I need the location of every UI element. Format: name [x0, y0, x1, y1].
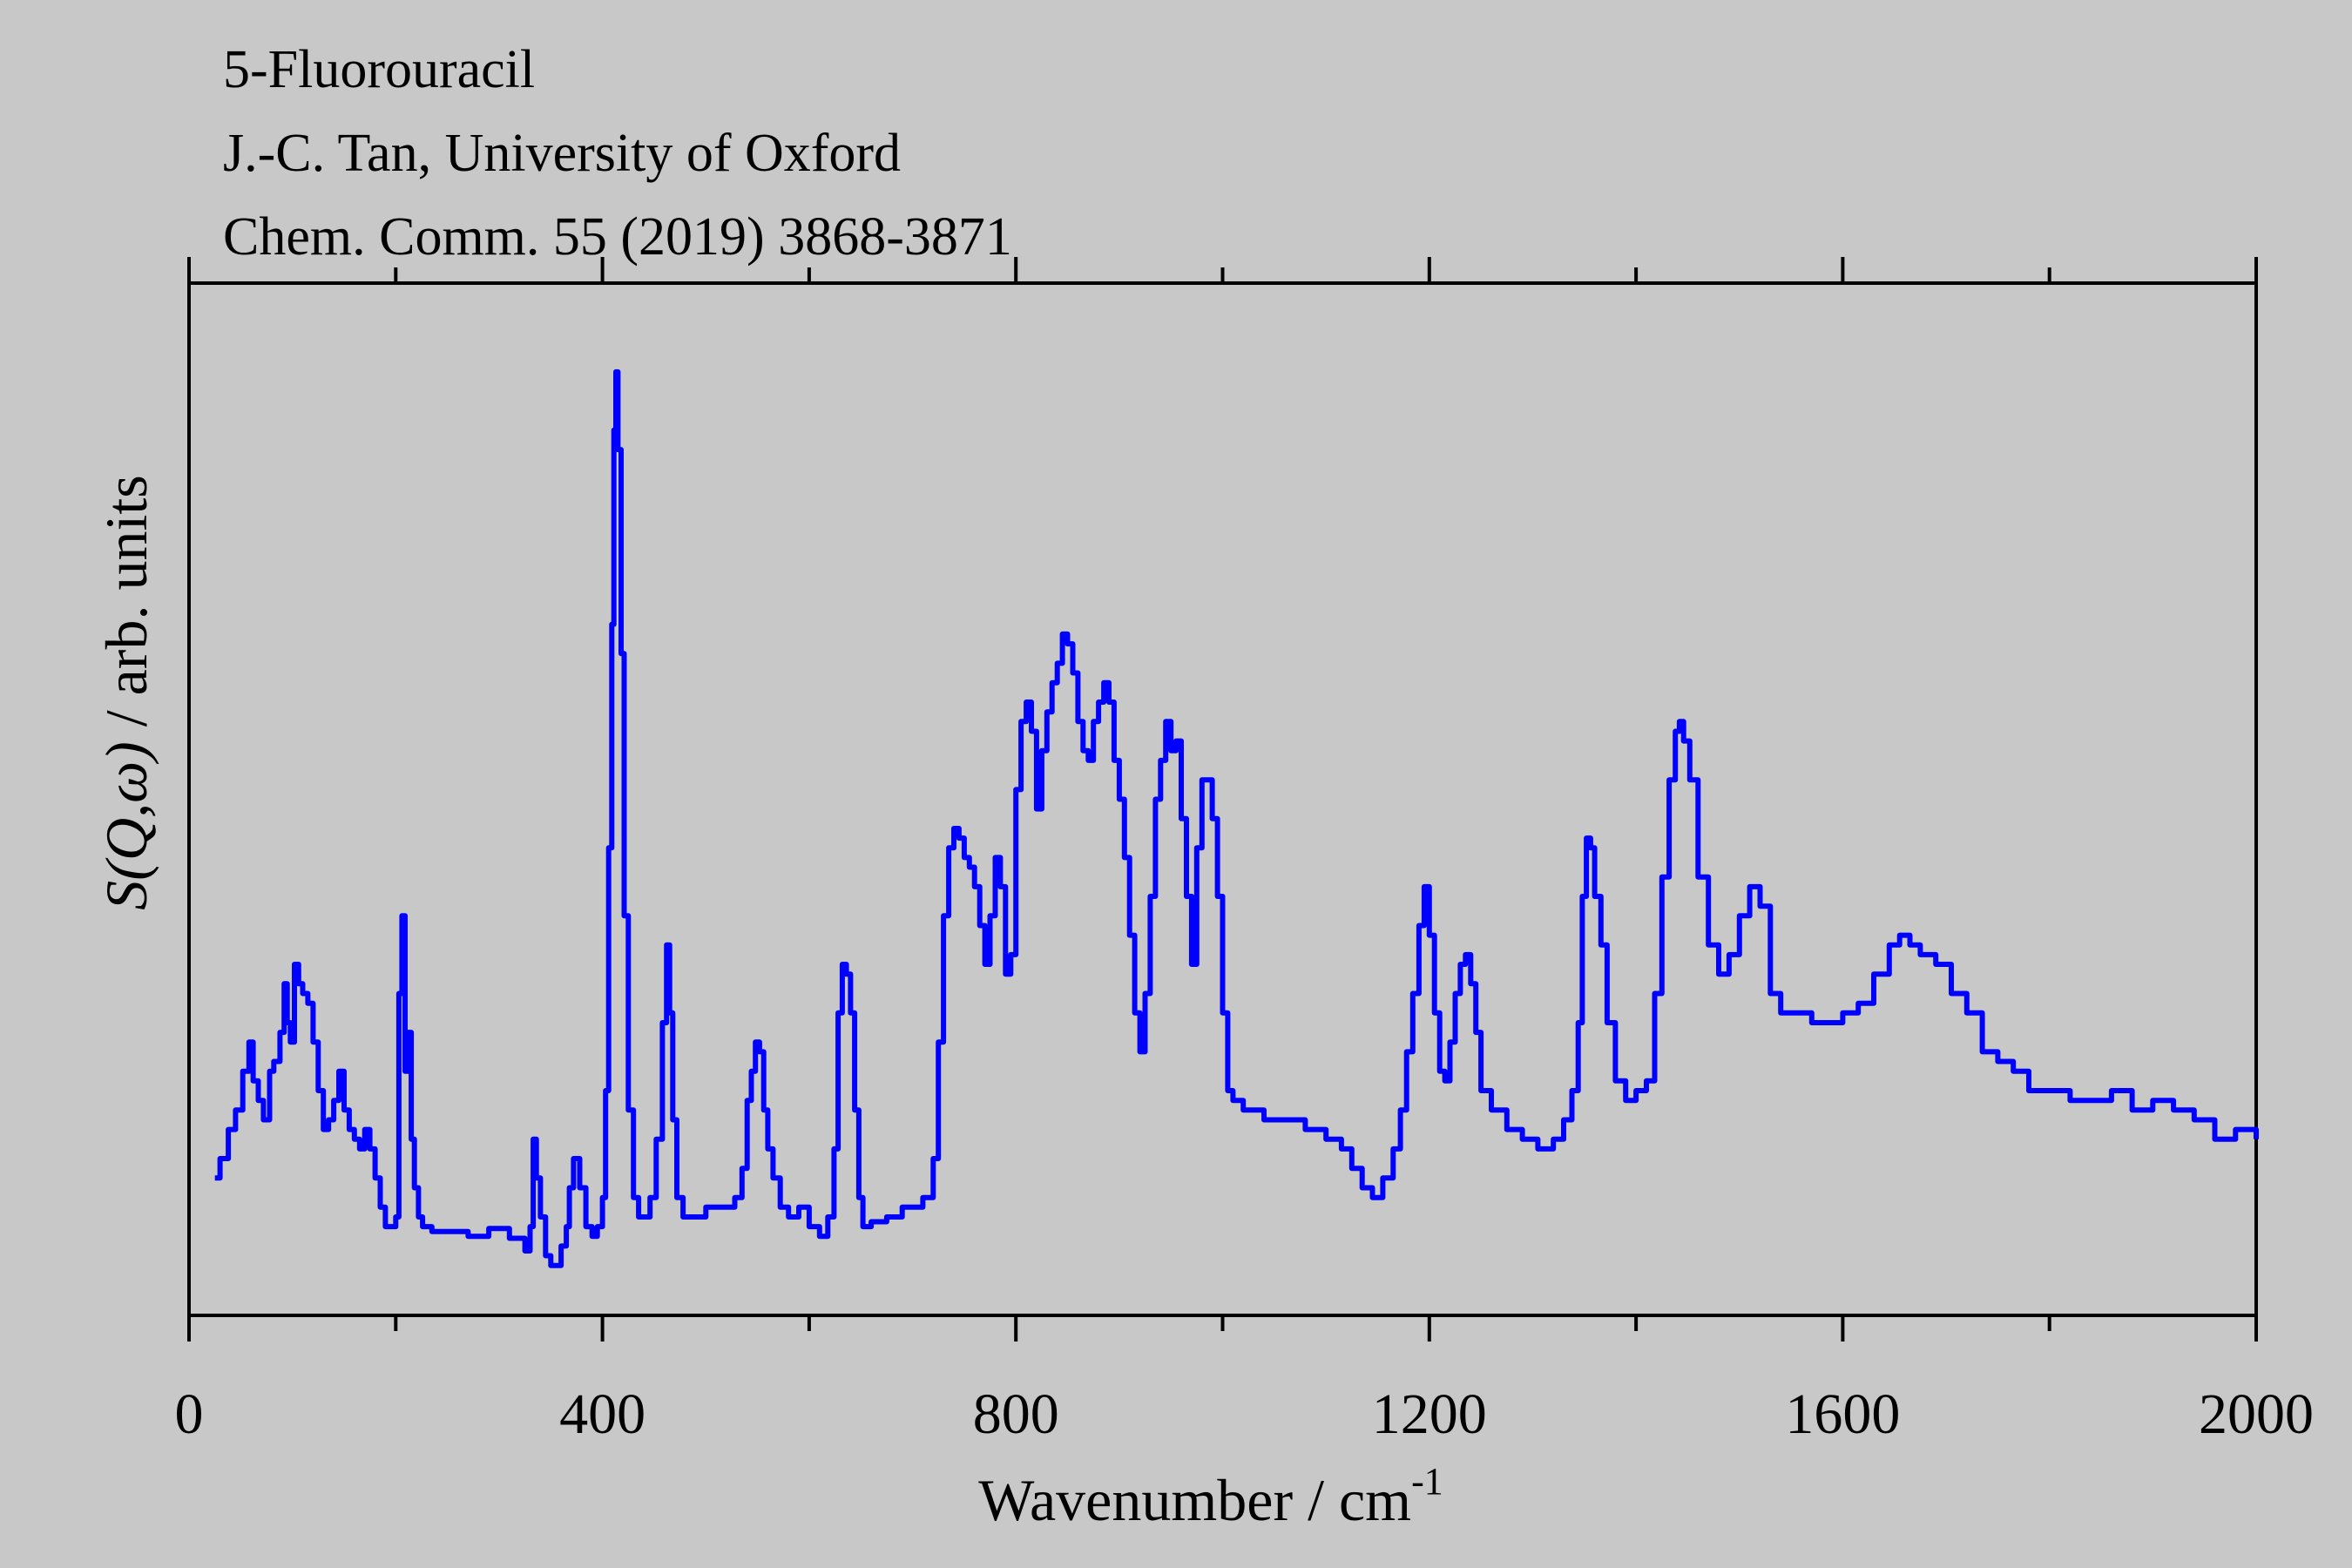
x-tick-label-1200: 1200	[1372, 1382, 1487, 1446]
x-axis-label: Wavenumber / cm-1	[978, 1460, 1443, 1533]
x-tick-label-400: 400	[559, 1382, 645, 1446]
plot-frame	[187, 281, 2258, 1317]
y-axis-label: S(Q,ω) / arb. units	[93, 475, 159, 909]
x-axis-label-superscript: -1	[1411, 1460, 1443, 1503]
x-tick-label-0: 0	[175, 1382, 204, 1446]
header-reference: Chem. Comm. 55 (2019) 3868-3871	[223, 207, 1012, 267]
header-compound: 5-Fluorouracil	[223, 40, 535, 99]
x-tick-label-1600: 1600	[1785, 1382, 1900, 1446]
spectrum-line	[214, 368, 2259, 1268]
x-axis-tick-labels: 0 400 800 1200 1600 2000	[175, 1382, 2315, 1446]
header-author: J.-C. Tan, University of Oxford	[223, 124, 901, 183]
x-tick-label-800: 800	[973, 1382, 1059, 1446]
x-tick-label-2000: 2000	[2199, 1382, 2314, 1446]
x-axis-ticks	[187, 257, 2258, 1342]
